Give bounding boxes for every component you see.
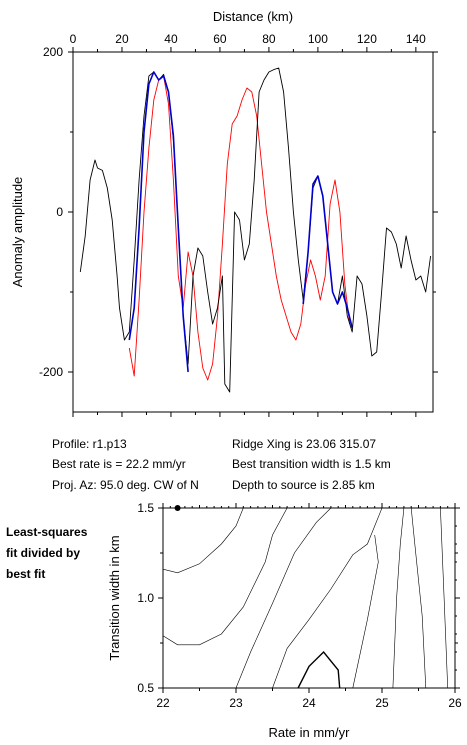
contour-axis-ticks: 22 23 24 25 26 0.5 1.0 1.5: [137, 501, 462, 710]
contour-line: [235, 507, 332, 689]
y-tick-label: 0: [56, 205, 63, 219]
width-tick-label: 0.5: [137, 681, 154, 695]
rate-tick-label: 26: [448, 696, 462, 710]
contour-line: [410, 507, 427, 689]
misfit-contour-chart: 22 23 24 25 26 0.5 1.0 1.5 Rate in mm/yr Transi…: [107, 501, 462, 740]
transition-axis-label: Transition width in km: [107, 535, 122, 660]
contour-plot-frame: [162, 507, 456, 689]
best-fit-contour-line: [297, 650, 341, 689]
width-tick-label: 1.0: [137, 591, 154, 605]
width-tick-label: 1.5: [137, 501, 154, 515]
rate-tick-label: 25: [375, 696, 389, 710]
y-tick-label: -200: [39, 365, 63, 379]
fit-window-series-line: [302, 175, 353, 329]
x-axis-label: Distance (km): [213, 9, 293, 24]
profile-label: Profile: r1.p13: [52, 437, 127, 451]
y-axis-label: Anomaly amplitude: [10, 177, 25, 288]
rate-tick-label: 24: [302, 696, 316, 710]
contour-description-line: fit divided by: [6, 546, 81, 560]
fit-window-series-line: [128, 71, 189, 373]
x-tick-label: 120: [357, 32, 377, 46]
contour-description-line: best fit: [6, 567, 46, 581]
x-tick-label: 140: [406, 32, 426, 46]
x-tick-label: 40: [164, 32, 178, 46]
anomaly-axis-ticks: 0 20 40 60 80 100 120 140 200 0 -200: [39, 32, 438, 417]
source-depth-label: Depth to source is 2.85 km: [232, 478, 375, 492]
model-series-line: [128, 75, 351, 381]
x-tick-label: 80: [262, 32, 276, 46]
rate-tick-label: 23: [229, 696, 243, 710]
anomaly-series: [79, 67, 432, 393]
observed-series-line: [79, 67, 432, 393]
contour-description: Least-squares fit divided by best fit: [6, 522, 87, 585]
contour-description-line: Least-squares: [6, 525, 88, 539]
contour-line: [162, 507, 244, 574]
rate-tick-label: 22: [156, 696, 170, 710]
best-rate-label: Best rate is = 22.2 mm/yr: [52, 457, 186, 471]
contour-line: [162, 507, 288, 646]
best-transition-label: Best transition width is 1.5 km: [232, 457, 391, 471]
contour-line: [440, 507, 448, 689]
anomaly-profile-chart: 0 20 40 60 80 100 120 140 200 0 -200 Distance (km)…: [10, 9, 438, 417]
contour-line: [352, 534, 379, 689]
contour-line: [392, 507, 405, 689]
rate-axis-label: Rate in mm/yr: [269, 725, 351, 740]
x-tick-label: 0: [70, 32, 77, 46]
x-tick-label: 60: [213, 32, 227, 46]
x-tick-label: 100: [308, 32, 328, 46]
ridge-crossing-label: Ridge Xing is 23.06 315.07: [232, 437, 377, 451]
contour-lines: [162, 505, 448, 689]
contour-line: [272, 507, 383, 689]
x-tick-label: 20: [115, 32, 129, 46]
y-tick-label: 200: [43, 45, 63, 59]
anomaly-plot-frame: [72, 51, 434, 413]
projection-azimuth-label: Proj. Az: 95.0 deg. CW of N: [52, 478, 199, 492]
